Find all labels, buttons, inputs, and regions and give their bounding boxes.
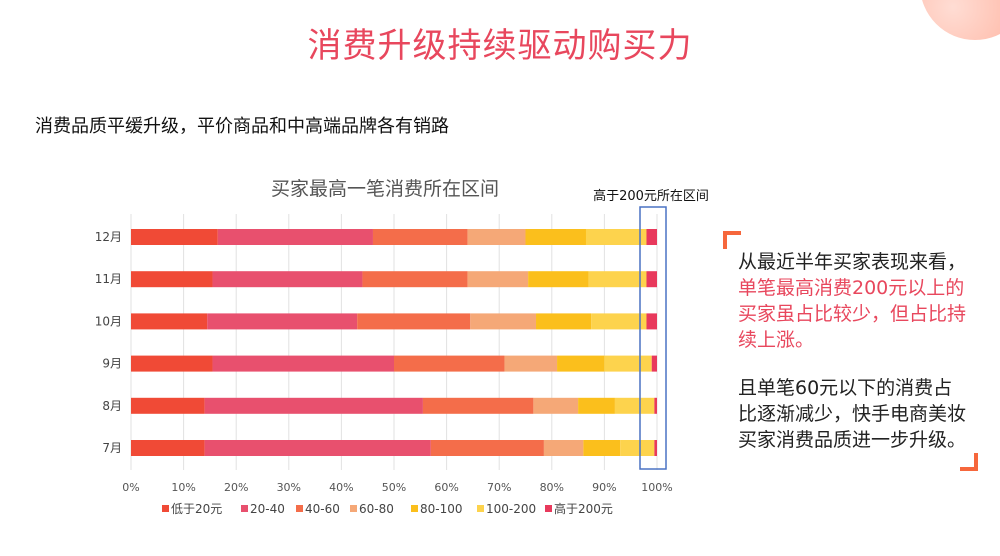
bar-segment	[585, 229, 647, 245]
bar-segment	[646, 229, 657, 245]
insight-callout: 从最近半年买家表现来看， 单笔最高消费200元以上的买家虽占比较少，但占比持续上涨…	[723, 231, 978, 471]
x-tick-label: 0%	[122, 481, 139, 494]
y-tick-label: 12月	[95, 230, 122, 244]
callout-paragraph-2: 且单笔60元以下的消费占比逐渐减少，快手电商美妆买家消费品质进一步升级。	[738, 377, 967, 451]
y-tick-label: 9月	[102, 357, 122, 371]
bar-segment	[467, 229, 526, 245]
bar-segment	[533, 397, 579, 414]
y-tick-label: 7月	[102, 441, 122, 455]
bar-segment	[357, 313, 471, 330]
bar-segment	[543, 440, 584, 456]
bar-segment	[430, 440, 544, 456]
bar-segment	[204, 397, 423, 414]
bar-segment	[583, 440, 621, 456]
legend-swatch	[241, 505, 248, 512]
legend-swatch	[296, 505, 303, 512]
bar-segment	[614, 397, 655, 414]
bar-segment	[654, 440, 657, 456]
y-tick-label: 10月	[95, 314, 122, 328]
legend-swatch	[545, 505, 552, 512]
x-tick-label: 30%	[277, 481, 301, 494]
bar-segment	[470, 313, 537, 330]
legend-label: 100-200	[486, 502, 536, 516]
bar-segment	[212, 355, 394, 372]
page-subtitle: 消费品质平缓升级，平价商品和中高端品牌各有销路	[35, 116, 449, 137]
chart-annotation: 高于200元所在区间	[593, 188, 709, 204]
bar-segment	[651, 355, 657, 372]
x-tick-label: 50%	[382, 481, 406, 494]
bar-segment	[204, 440, 431, 456]
x-tick-label: 70%	[487, 481, 511, 494]
bar-segment	[207, 313, 358, 330]
x-tick-label: 40%	[329, 481, 353, 494]
bar-segment	[646, 271, 657, 288]
x-tick-label: 100%	[641, 481, 672, 494]
bar-segment	[504, 355, 558, 372]
x-tick-label: 10%	[171, 481, 195, 494]
bar-segment	[131, 397, 205, 414]
bar-segment	[654, 397, 657, 414]
bar-segment	[578, 397, 615, 414]
x-tick-label: 80%	[540, 481, 564, 494]
bar-segment	[588, 271, 647, 288]
bar-segment	[212, 271, 363, 288]
legend-swatch	[162, 505, 169, 512]
callout-highlight-text: 单笔最高消费200元以上的买家虽占比较少，但占比持续上涨。	[738, 277, 967, 351]
bar-segment	[525, 229, 586, 245]
legend-swatch	[477, 505, 484, 512]
legend-label: 高于200元	[554, 501, 613, 516]
x-tick-label: 60%	[434, 481, 458, 494]
legend-label: 80-100	[420, 502, 463, 516]
legend-swatch	[411, 505, 418, 512]
bar-segment	[422, 397, 534, 414]
legend-label: 60-80	[359, 502, 394, 516]
bar-segment	[131, 271, 213, 288]
bar-segment	[467, 271, 529, 288]
page-title: 消费升级持续驱动购买力	[307, 26, 693, 66]
x-tick-label: 20%	[224, 481, 248, 494]
bar-segment	[394, 355, 505, 372]
bar-segment	[528, 271, 589, 288]
bar-segment	[536, 313, 592, 330]
callout-corner-bottom-right	[960, 453, 978, 471]
chart-title: 买家最高一笔消费所在区间	[271, 178, 499, 200]
bar-segment	[362, 271, 468, 288]
bar-segment	[557, 355, 605, 372]
callout-paragraph-1: 从最近半年买家表现来看， 单笔最高消费200元以上的买家虽占比较少，但占比持续上涨…	[738, 249, 970, 353]
bar-segment	[620, 440, 655, 456]
callout-text: 从最近半年买家表现来看， 单笔最高消费200元以上的买家虽占比较少，但占比持续上涨…	[738, 249, 970, 453]
highlight-box	[639, 206, 667, 470]
legend-label: 40-60	[305, 502, 340, 516]
callout-corner-top-left	[723, 231, 741, 249]
x-tick-label: 90%	[592, 481, 616, 494]
bar-segment	[217, 229, 373, 245]
bar-segment	[646, 313, 657, 330]
bar-segment	[372, 229, 468, 245]
bar-segment	[604, 355, 652, 372]
callout-plain-text: 从最近半年买家表现来看，	[738, 251, 967, 273]
bar-segment	[591, 313, 647, 330]
legend-label: 低于20元	[171, 502, 222, 516]
y-tick-label: 11月	[95, 272, 122, 286]
legend-swatch	[350, 505, 357, 512]
bar-segment	[131, 440, 205, 456]
bar-segment	[131, 313, 208, 330]
legend-label: 20-40	[250, 502, 285, 516]
bar-segment	[131, 355, 213, 372]
bar-segment	[131, 229, 218, 245]
y-tick-label: 8月	[102, 399, 122, 413]
